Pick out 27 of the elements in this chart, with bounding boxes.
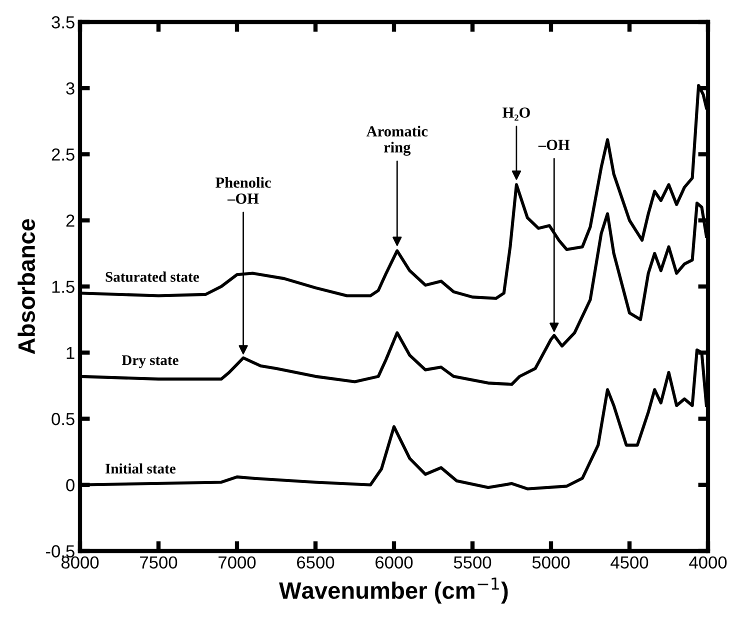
x-tick-label: 4000 bbox=[689, 556, 727, 569]
y-tick-label: 0 bbox=[66, 479, 74, 492]
annotation: Phenolic –OH bbox=[216, 177, 271, 204]
x-tick-label: 7500 bbox=[140, 556, 178, 569]
y-tick-label: 0.5 bbox=[52, 412, 74, 426]
series-label: Dry state bbox=[122, 355, 178, 368]
x-tick-label: 6500 bbox=[297, 556, 334, 569]
x-tick-label: 5500 bbox=[454, 556, 492, 569]
x-axis-title: Wavenumber (cm$^{−1}$) bbox=[279, 578, 508, 604]
series-label: Initial state bbox=[105, 463, 176, 474]
x-tick-label: 5000 bbox=[532, 556, 570, 569]
y-tick-label: 2.5 bbox=[52, 148, 74, 161]
x-tick-label: 8000 bbox=[61, 556, 99, 569]
series-label: Saturated state bbox=[106, 272, 199, 282]
x-tick-label: 6000 bbox=[376, 556, 413, 569]
y-axis-title: Absorbance bbox=[18, 219, 36, 354]
x-tick-label: 7000 bbox=[218, 556, 256, 569]
annotation: –OH bbox=[538, 140, 570, 150]
y-tick-label: 1 bbox=[66, 346, 74, 359]
y-tick-label: 1.5 bbox=[52, 280, 74, 293]
y-tick-label: 3.5 bbox=[52, 16, 74, 28]
y-tick-label: 2 bbox=[66, 214, 74, 227]
annotation: H₂O bbox=[502, 107, 530, 121]
y-tick-label: 3 bbox=[66, 82, 74, 95]
y-tick-label: -0.5 bbox=[46, 545, 74, 558]
x-tick-label: 4500 bbox=[610, 556, 648, 569]
annotation: Aromatic ring bbox=[366, 126, 428, 156]
